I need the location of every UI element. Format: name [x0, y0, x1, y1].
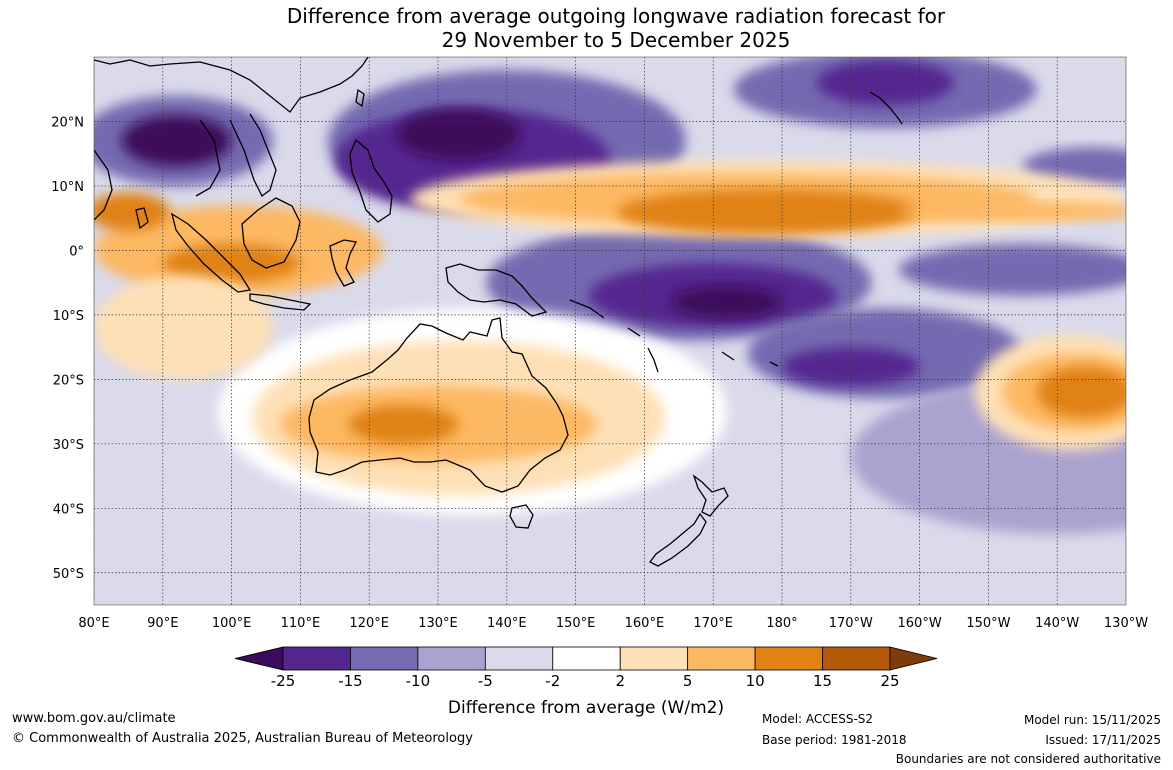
longitude-label: 170°E — [693, 616, 733, 631]
longitude-label: 80°E — [78, 616, 109, 631]
latitude-label: 40°S — [53, 502, 84, 517]
java-coastline — [249, 293, 312, 311]
colorbar-high-extend — [889, 646, 938, 671]
sumatra-coastline — [170, 212, 252, 293]
colorbar-tick-label: 25 — [880, 672, 899, 690]
new-guinea-coastline — [445, 263, 548, 317]
latitude-labels: 20°N 10°N 0° 10°S 20°S 30°S 40°S 50°S — [51, 115, 84, 581]
colorbar: -25 -15 -10 -5 -2 2 5 10 15 25 — [234, 646, 938, 690]
colorbar-low-extend — [234, 646, 284, 671]
colorbar-bin — [619, 646, 689, 671]
longitude-label: 150°W — [966, 616, 1010, 631]
title-line-1: Difference from average outgoing longwav… — [286, 4, 946, 28]
colorbar-bin — [687, 646, 756, 671]
longitude-label: 140°W — [1035, 616, 1079, 631]
anomaly-region-14 — [898, 243, 1126, 296]
longitude-label: 150°E — [556, 616, 596, 631]
longitude-label: 120°E — [349, 616, 389, 631]
anomaly-region-20 — [898, 202, 1126, 222]
latitude-label: 50°S — [53, 567, 84, 582]
colorbar-title: Difference from average (W/m2) — [448, 698, 724, 718]
plot-frame — [93, 56, 1127, 606]
plot-area — [93, 56, 1127, 606]
latitude-label: 10°S — [53, 309, 84, 324]
colorbar-tick-label: 2 — [615, 672, 625, 690]
longitude-label: 160°E — [625, 616, 665, 631]
boundaries-disclaimer: Boundaries are not considered authoritat… — [895, 752, 1161, 766]
longitude-labels: 80°E 90°E 100°E 110°E 120°E 130°E 140°E 150°E 16… — [78, 616, 1148, 631]
coastlines — [94, 57, 903, 567]
colorbar-bin — [484, 646, 554, 671]
issued-date: Issued: 17/11/2025 — [1045, 733, 1161, 747]
longitude-label: 140°E — [487, 616, 527, 631]
anomaly-region-22 — [162, 243, 301, 283]
anomaly-region-23 — [94, 192, 170, 232]
colorbar-bin — [282, 646, 351, 671]
latitude-label: 0° — [69, 244, 84, 259]
sulawesi-coastline — [329, 239, 357, 287]
anomaly-region-5 — [396, 108, 521, 161]
copyright-text: © Commonwealth of Australia 2025, Austra… — [12, 731, 473, 746]
colorbar-bin — [350, 646, 419, 671]
mainland-asia-coastline — [94, 57, 369, 221]
anomaly-region-8 — [671, 285, 783, 319]
colorbar-tick-label: -10 — [406, 672, 431, 690]
colorbar-bin — [552, 646, 621, 671]
hawaii-coastline — [869, 91, 903, 125]
base-period: Base period: 1981-2018 — [762, 733, 907, 747]
new-zealand-south-coastline — [649, 512, 707, 567]
anomaly-region-31 — [94, 276, 273, 380]
colorbar-bin — [417, 646, 486, 671]
pacific-islands-coastline — [569, 299, 779, 373]
colorbar-tick-label: -15 — [338, 672, 363, 690]
australia-coastline — [308, 317, 569, 493]
colorbar-tick-label: -2 — [545, 672, 560, 690]
longitude-label: 130°W — [1104, 616, 1148, 631]
longitude-label: 100°E — [212, 616, 252, 631]
map-title: Difference from average outgoing longwav… — [0, 4, 1173, 52]
anomaly-region-27 — [348, 405, 459, 444]
colorbar-tick-label: 10 — [746, 672, 765, 690]
latitude-label: 30°S — [53, 438, 84, 453]
colorbar-tick-label: -25 — [271, 672, 296, 690]
colorbar-tick-label: -5 — [478, 672, 493, 690]
longitude-label: 170°W — [829, 616, 873, 631]
anomaly-region-12 — [816, 60, 954, 106]
longitude-label: 160°W — [898, 616, 942, 631]
new-zealand-north-coastline — [692, 474, 729, 517]
title-line-2: 29 November to 5 December 2025 — [441, 28, 791, 52]
anomaly-region-2 — [121, 115, 232, 167]
tasmania-coastline — [509, 504, 534, 529]
colorbar-tick-label: 15 — [813, 672, 832, 690]
colorbar-bin — [822, 646, 891, 671]
longitude-label: 180° — [766, 616, 797, 631]
model-run-date: Model run: 15/11/2025 — [1023, 713, 1161, 727]
anomaly-region-30 — [1036, 366, 1126, 419]
sri-lanka-coastline — [135, 207, 149, 230]
colorbar-bin — [754, 646, 823, 671]
longitude-label: 130°E — [418, 616, 458, 631]
latitude-label: 20°S — [53, 373, 84, 388]
model-name: Model: ACCESS-S2 — [762, 712, 874, 726]
borneo-coastline — [241, 197, 301, 269]
philippines-coastline — [349, 138, 393, 223]
latitude-label: 10°N — [51, 180, 84, 195]
colorbar-tick-label: 5 — [683, 672, 693, 690]
anomaly-field — [94, 57, 1126, 567]
longitude-label: 90°E — [147, 616, 178, 631]
anomaly-region-19 — [616, 189, 920, 235]
graticule — [94, 57, 1126, 605]
website-link[interactable]: www.bom.gov.au/climate — [12, 711, 176, 726]
taiwan-coastline — [355, 88, 365, 108]
longitude-label: 110°E — [281, 616, 321, 631]
latitude-label: 20°N — [51, 115, 84, 130]
